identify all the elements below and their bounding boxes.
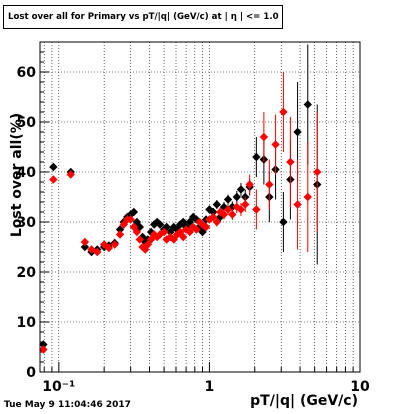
x-tick-label: 1 [205, 379, 215, 395]
data-point [80, 242, 90, 252]
data-point [39, 345, 48, 354]
data-point [66, 170, 75, 179]
data-point [236, 185, 246, 194]
x-tick-label: 10⁻¹ [42, 379, 75, 395]
data-point [179, 217, 188, 227]
data-point [279, 217, 288, 227]
data-point [129, 207, 139, 217]
data-point [286, 157, 295, 167]
data-point [49, 162, 58, 172]
data-point [169, 222, 178, 232]
data-point [155, 220, 165, 229]
data-point [185, 217, 194, 227]
y-tick-label: 0 [26, 365, 36, 381]
timestamp: Tue May 9 11:04:46 2017 [4, 400, 131, 410]
data-point [209, 212, 218, 222]
data-point [223, 195, 233, 204]
data-point [219, 210, 229, 219]
data-point [80, 237, 90, 247]
data-point [104, 243, 114, 253]
data-point [232, 202, 241, 212]
data-point [93, 247, 102, 257]
data-point [212, 200, 222, 209]
series-1 [39, 44, 322, 349]
data-point [146, 235, 156, 244]
data-point [228, 210, 237, 219]
axes: 0 10 20 30 40 50 60 10⁻¹ 1 10 [17, 51, 370, 395]
data-series [39, 44, 322, 354]
data-point [146, 227, 156, 237]
data-point [293, 200, 302, 209]
data-point [216, 212, 225, 222]
data-point [49, 175, 58, 184]
data-point [303, 100, 312, 109]
data-point [135, 235, 145, 244]
data-point [293, 127, 302, 137]
data-point [99, 240, 109, 249]
data-point [223, 205, 233, 214]
data-point [132, 217, 142, 227]
data-point [138, 242, 147, 252]
data-point [132, 227, 142, 237]
data-point [169, 235, 178, 244]
data-point [115, 230, 125, 239]
data-point [119, 220, 128, 229]
y-tick-label: 30 [17, 215, 37, 231]
data-point [185, 227, 194, 237]
data-point [216, 207, 225, 217]
data-point [252, 205, 261, 214]
data-point [143, 240, 153, 249]
data-point [232, 192, 241, 202]
y-tick-label: 40 [17, 165, 37, 181]
data-point [141, 245, 150, 254]
x-axis-label: pT/|q| (GeV/c) [250, 393, 358, 409]
data-point [252, 152, 261, 162]
data-point [198, 220, 207, 229]
data-point [138, 232, 147, 242]
chart-title: Lost over all for Primary vs pT/|q| (GeV… [3, 5, 283, 29]
data-point [129, 222, 139, 232]
data-point [236, 205, 246, 214]
data-point [201, 222, 211, 232]
data-point [212, 217, 222, 227]
data-point [241, 200, 250, 209]
data-point [159, 227, 169, 237]
data-point [176, 220, 185, 229]
y-tick-label: 50 [17, 115, 37, 131]
data-point [39, 340, 48, 349]
y-tick-label: 60 [17, 65, 37, 81]
plot-frame [39, 41, 361, 373]
data-point [192, 225, 201, 234]
data-point [279, 107, 288, 117]
series-2 [39, 72, 322, 354]
y-tick-label: 20 [17, 265, 37, 281]
data-point [176, 227, 185, 237]
data-point [303, 192, 312, 202]
y-tick-label: 10 [17, 315, 37, 331]
data-point [265, 180, 274, 189]
data-point [198, 227, 207, 237]
data-point [259, 132, 269, 142]
data-point [166, 227, 175, 237]
data-point [245, 180, 254, 189]
data-point [126, 215, 135, 224]
data-point [87, 245, 96, 254]
data-point [313, 167, 322, 177]
data-point [115, 225, 125, 234]
data-point [179, 232, 188, 242]
data-point [110, 240, 119, 249]
data-point [209, 207, 218, 217]
grid [40, 42, 360, 372]
x-tick-label: 10 [350, 379, 370, 395]
y-axis-label: Lost over all(%) [9, 113, 25, 237]
data-point [271, 140, 280, 149]
